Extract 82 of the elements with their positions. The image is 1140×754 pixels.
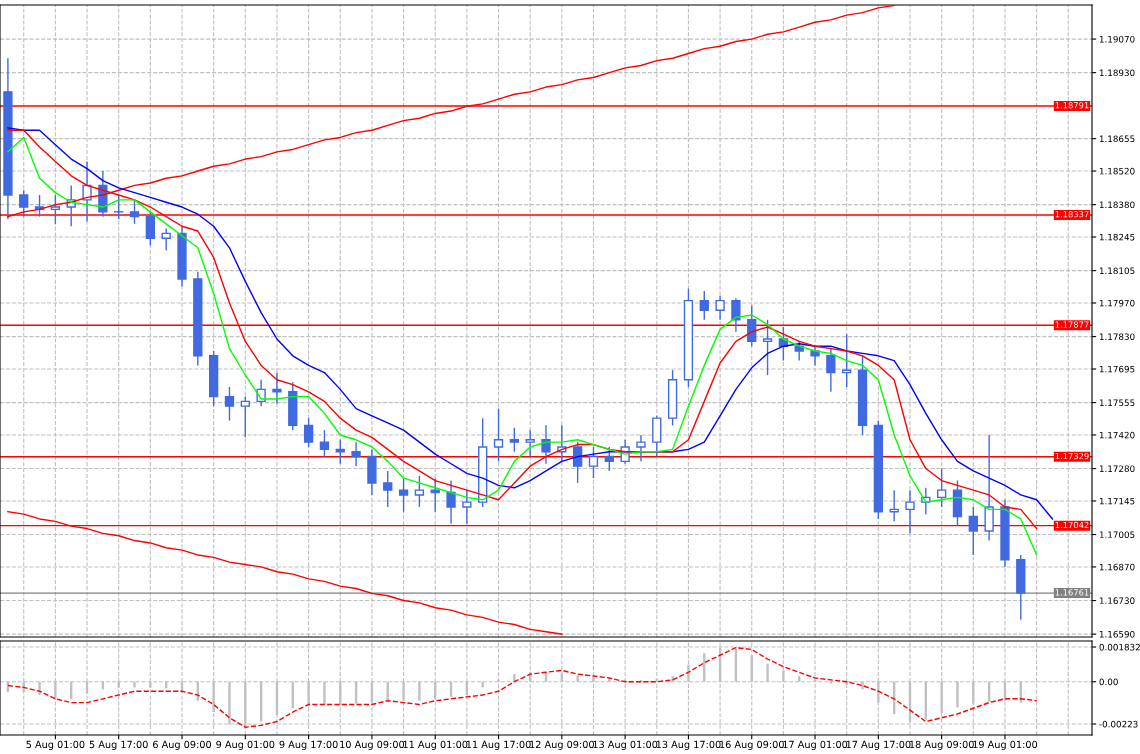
x-tick-label: 16 Aug 09:00: [720, 740, 784, 750]
x-tick-label: 13 Aug 17:00: [656, 740, 721, 750]
ref-line-label: 1.17877: [1055, 321, 1089, 328]
candlestick: [493, 407, 504, 463]
candlestick: [937, 467, 947, 508]
ref-line-label: 1.17329: [1055, 452, 1089, 460]
candlestick: [161, 227, 171, 251]
candlestick: [731, 297, 741, 333]
candlestick: [905, 489, 915, 535]
y-tick-label: 1.16870: [1099, 563, 1135, 571]
candlestick: [446, 479, 456, 525]
x-tick-label: 10 Aug 09:00: [340, 740, 405, 750]
y-tick-label: 1.18245: [1099, 233, 1135, 241]
candlestick: [509, 427, 519, 453]
candlestick: [636, 434, 646, 463]
x-tick-label: 5 Aug 17:00: [89, 740, 148, 750]
y-tick-label: 1.17420: [1099, 431, 1135, 439]
candlestick: [82, 160, 92, 223]
y-tick-label: 0.00: [1099, 678, 1118, 686]
y-tick-label: 1.19070: [1099, 35, 1135, 43]
x-tick-label: 6 Aug 09:00: [153, 740, 212, 750]
candlestick: [968, 506, 978, 556]
y-tick-label: 1.17005: [1099, 531, 1135, 538]
candlestick: [430, 477, 440, 513]
candlestick: [240, 395, 250, 439]
candlestick: [715, 295, 725, 321]
x-tick-label: 17 Aug 17:00: [846, 740, 911, 750]
candlestick: [541, 424, 551, 465]
ref-line-label: 1.18791: [1055, 102, 1089, 109]
candlestick: [129, 199, 140, 225]
y-tick-label: 1.17830: [1099, 333, 1135, 341]
candlestick: [462, 489, 472, 525]
y-tick-label: 1.18105: [1099, 267, 1135, 275]
line-series: [7, 646, 1038, 728]
y-tick-label: 1.18930: [1099, 69, 1135, 77]
candlestick: [50, 194, 61, 225]
y-tick-label: 1.17280: [1099, 465, 1135, 473]
candlestick: [652, 415, 662, 458]
x-tick-label: 5 Aug 01:00: [26, 740, 85, 750]
candlestick: [383, 470, 393, 508]
x-tick-label: 19 Aug 01:00: [973, 740, 1038, 750]
candlestick: [303, 417, 314, 448]
candlestick: [272, 371, 282, 405]
y-tick-label: 1.17695: [1099, 365, 1135, 373]
candlestick: [224, 386, 235, 422]
ref-line-label: 1.18337: [1055, 211, 1089, 218]
candlestick: [747, 304, 757, 347]
ref-line-label: 1.16761: [1055, 589, 1089, 596]
candlestick: [699, 290, 709, 321]
candlestick: [842, 333, 852, 388]
candlestick: [145, 211, 155, 247]
x-tick-label: 9 Aug 01:00: [216, 740, 275, 750]
candlestick: [414, 475, 425, 508]
ref-line-label: 1.17042: [1055, 521, 1089, 529]
candlestick: [351, 441, 361, 467]
candlestick: [588, 446, 599, 479]
x-tick-label: 18 Aug 09:00: [909, 740, 974, 750]
y-tick-label: 1.17970: [1099, 299, 1135, 307]
candlestick: [573, 441, 583, 484]
candlestick: [114, 194, 124, 220]
candlestick: [398, 477, 409, 513]
candlestick: [525, 429, 535, 458]
y-tick-label: 1.17555: [1099, 399, 1135, 407]
x-tick-label: 13 Aug 01:00: [593, 740, 658, 750]
candlestick: [19, 189, 29, 218]
y-tick-label: 1.16730: [1099, 597, 1135, 604]
x-tick-label: 12 Aug 09:00: [530, 740, 594, 750]
x-tick-label: 9 Aug 17:00: [279, 740, 338, 750]
candlestick: [826, 347, 836, 393]
candlestick: [762, 319, 773, 376]
y-tick-label: -0.00223: [1099, 720, 1138, 728]
x-tick-label: 11 Aug 17:00: [466, 740, 531, 750]
y-tick-label: 1.18655: [1099, 135, 1135, 143]
x-tick-label: 17 Aug 01:00: [783, 740, 848, 750]
y-tick-label: 1.17145: [1099, 497, 1135, 505]
x-tick-label: 11 Aug 01:00: [403, 740, 468, 750]
y-tick-label: 1.18380: [1099, 201, 1135, 209]
candlestick: [604, 446, 614, 472]
y-tick-label: 0.001832: [1099, 643, 1140, 651]
y-tick-label: 1.16590: [1099, 630, 1135, 638]
candlestick: [319, 429, 330, 458]
y-tick-label: 1.18520: [1099, 167, 1135, 175]
